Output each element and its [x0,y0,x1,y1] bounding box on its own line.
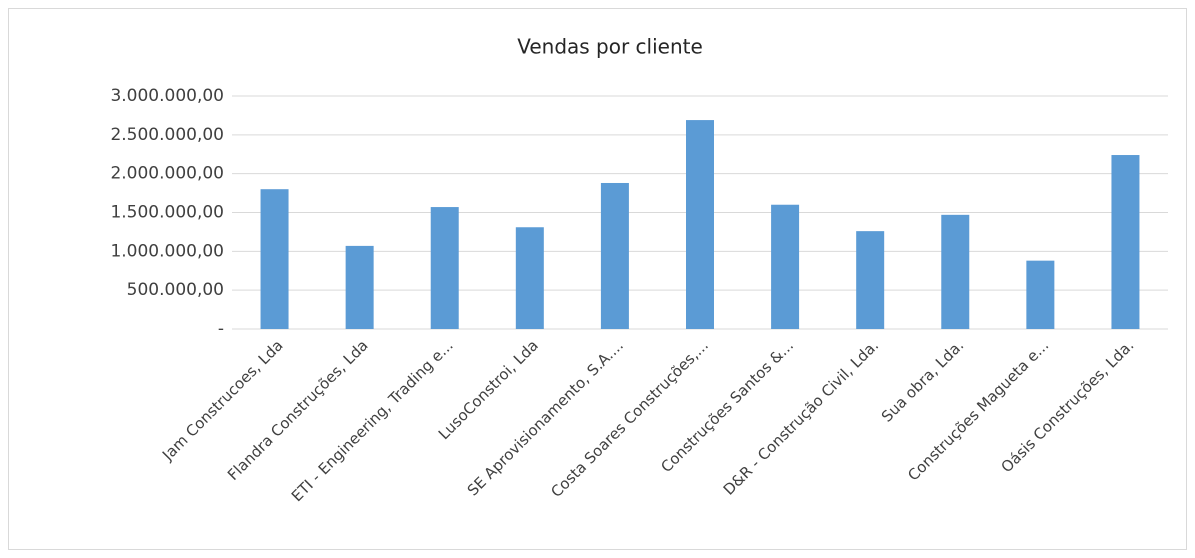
y-tick-label: 2.500.000,00 [110,125,224,145]
bar [686,120,714,330]
bar [260,189,289,329]
bar [1026,260,1055,329]
bar [771,204,800,329]
y-tick-label: 1.500.000,00 [110,203,224,223]
bar [941,214,970,329]
bar [345,245,374,329]
y-tick-label: 500.000,00 [127,280,224,300]
bar [856,231,885,329]
y-tick-label: 1.000.000,00 [110,241,224,261]
y-tick-label: 3.000.000,00 [110,86,224,106]
bar [515,227,544,329]
bar [600,182,629,329]
y-tick-label: - [218,319,224,339]
y-tick-label: 2.000.000,00 [110,164,224,184]
chart-title: Vendas por cliente [517,35,703,59]
bar [1111,155,1140,329]
bar [430,207,459,329]
chart-border [8,8,1187,550]
